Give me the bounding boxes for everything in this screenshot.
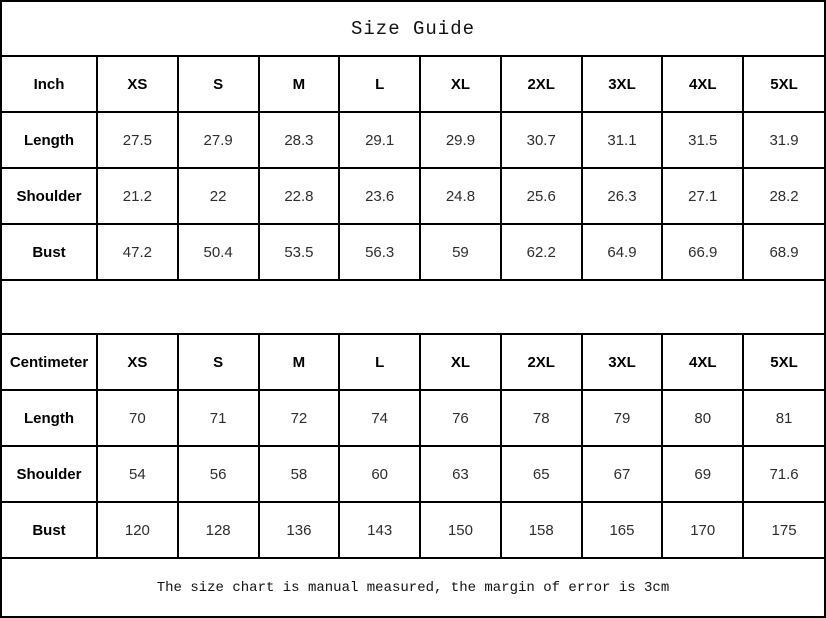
row-label-cell: Shoulder xyxy=(2,167,98,225)
size-header-cell: 3XL xyxy=(580,57,664,113)
size-header-cell: 5XL xyxy=(742,57,824,113)
value-cell: 47.2 xyxy=(96,223,179,279)
value-cell: 28.3 xyxy=(257,111,341,169)
value-cell: 158 xyxy=(499,501,583,557)
size-header-cell: L xyxy=(338,57,422,113)
value-cell: 21.2 xyxy=(96,167,179,225)
size-header-cell: 4XL xyxy=(661,335,745,391)
size-header-cell: S xyxy=(176,335,260,391)
size-header-cell: S xyxy=(176,57,260,113)
table-row: Length 70 71 72 74 76 78 79 80 81 xyxy=(2,389,824,447)
unit-header-cell: Centimeter xyxy=(2,335,98,391)
table-row: Length 27.5 27.9 28.3 29.1 29.9 30.7 31.… xyxy=(2,111,824,169)
value-cell: 30.7 xyxy=(499,111,583,169)
value-cell: 150 xyxy=(419,501,502,557)
value-cell: 27.9 xyxy=(176,111,260,169)
table-row: Shoulder 54 56 58 60 63 65 67 69 71.6 xyxy=(2,445,824,503)
table-separator xyxy=(2,279,824,335)
footer-bar: The size chart is manual measured, the m… xyxy=(2,557,824,616)
value-cell: 64.9 xyxy=(580,223,664,279)
size-header-cell: 2XL xyxy=(499,57,583,113)
measurement-disclaimer: The size chart is manual measured, the m… xyxy=(156,579,670,596)
value-cell: 27.1 xyxy=(661,167,745,225)
size-header-cell: 4XL xyxy=(661,57,745,113)
size-header-cell: XL xyxy=(419,335,502,391)
size-header-cell: 5XL xyxy=(742,335,824,391)
value-cell: 28.2 xyxy=(742,167,824,225)
value-cell: 31.1 xyxy=(580,111,664,169)
table-row: Shoulder 21.2 22 22.8 23.6 24.8 25.6 26.… xyxy=(2,167,824,225)
value-cell: 24.8 xyxy=(419,167,502,225)
value-cell: 63 xyxy=(419,445,502,503)
value-cell: 66.9 xyxy=(661,223,745,279)
value-cell: 25.6 xyxy=(499,167,583,225)
value-cell: 79 xyxy=(580,389,664,447)
value-cell: 31.9 xyxy=(742,111,824,169)
value-cell: 59 xyxy=(419,223,502,279)
size-header-cell: M xyxy=(257,335,341,391)
value-cell: 53.5 xyxy=(257,223,341,279)
value-cell: 165 xyxy=(580,501,664,557)
table-row: Bust 47.2 50.4 53.5 56.3 59 62.2 64.9 66… xyxy=(2,223,824,279)
value-cell: 120 xyxy=(96,501,179,557)
value-cell: 81 xyxy=(742,389,824,447)
title-bar: Size Guide xyxy=(2,2,824,57)
unit-header-cell: Inch xyxy=(2,57,98,113)
value-cell: 70 xyxy=(96,389,179,447)
value-cell: 78 xyxy=(499,389,583,447)
value-cell: 72 xyxy=(257,389,341,447)
value-cell: 74 xyxy=(338,389,422,447)
value-cell: 56.3 xyxy=(338,223,422,279)
size-header-cell: XL xyxy=(419,57,502,113)
value-cell: 60 xyxy=(338,445,422,503)
value-cell: 143 xyxy=(338,501,422,557)
value-cell: 22 xyxy=(176,167,260,225)
centimeter-size-table: Centimeter XS S M L XL 2XL 3XL 4XL 5XL L… xyxy=(2,335,824,557)
value-cell: 128 xyxy=(176,501,260,557)
value-cell: 170 xyxy=(661,501,745,557)
value-cell: 31.5 xyxy=(661,111,745,169)
value-cell: 69 xyxy=(661,445,745,503)
row-label-cell: Bust xyxy=(2,223,98,279)
value-cell: 54 xyxy=(96,445,179,503)
size-header-cell: 3XL xyxy=(580,335,664,391)
value-cell: 68.9 xyxy=(742,223,824,279)
value-cell: 65 xyxy=(499,445,583,503)
value-cell: 80 xyxy=(661,389,745,447)
row-label-cell: Length xyxy=(2,111,98,169)
value-cell: 71.6 xyxy=(742,445,824,503)
table-row: Bust 120 128 136 143 150 158 165 170 175 xyxy=(2,501,824,557)
value-cell: 136 xyxy=(257,501,341,557)
value-cell: 71 xyxy=(176,389,260,447)
value-cell: 23.6 xyxy=(338,167,422,225)
inch-size-table: Inch XS S M L XL 2XL 3XL 4XL 5XL Length … xyxy=(2,57,824,279)
size-header-cell: XS xyxy=(96,57,179,113)
value-cell: 56 xyxy=(176,445,260,503)
value-cell: 76 xyxy=(419,389,502,447)
size-header-cell: M xyxy=(257,57,341,113)
size-header-cell: XS xyxy=(96,335,179,391)
row-label-cell: Length xyxy=(2,389,98,447)
value-cell: 29.9 xyxy=(419,111,502,169)
value-cell: 22.8 xyxy=(257,167,341,225)
value-cell: 50.4 xyxy=(176,223,260,279)
value-cell: 29.1 xyxy=(338,111,422,169)
centimeter-header-row: Centimeter XS S M L XL 2XL 3XL 4XL 5XL xyxy=(2,335,824,391)
page-title: Size Guide xyxy=(350,17,476,40)
value-cell: 175 xyxy=(742,501,824,557)
value-cell: 27.5 xyxy=(96,111,179,169)
row-label-cell: Shoulder xyxy=(2,445,98,503)
value-cell: 58 xyxy=(257,445,341,503)
inch-header-row: Inch XS S M L XL 2XL 3XL 4XL 5XL xyxy=(2,57,824,113)
size-header-cell: L xyxy=(338,335,422,391)
row-label-cell: Bust xyxy=(2,501,98,557)
value-cell: 62.2 xyxy=(499,223,583,279)
size-header-cell: 2XL xyxy=(499,335,583,391)
value-cell: 26.3 xyxy=(580,167,664,225)
value-cell: 67 xyxy=(580,445,664,503)
